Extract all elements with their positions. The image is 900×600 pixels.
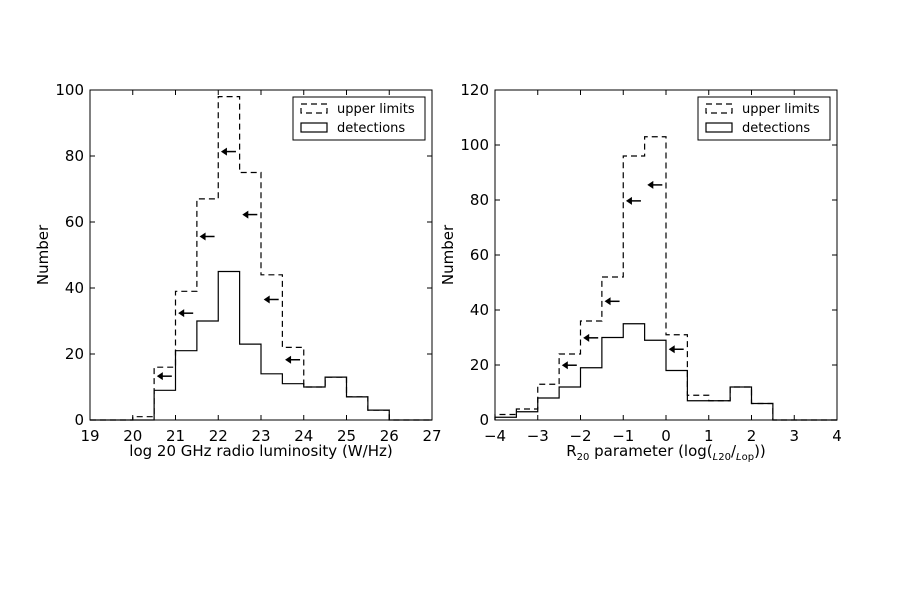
arrow-head: [583, 333, 590, 342]
legend-swatch: [300, 103, 328, 114]
upper-limit-arrow-icon: [604, 297, 620, 306]
x-tick-label: 27: [422, 427, 441, 445]
upper-limit-arrow-icon: [285, 355, 301, 364]
x-tick-label: 1: [704, 427, 714, 445]
arrow-head: [242, 210, 249, 219]
arrow-head: [647, 180, 654, 189]
upper-limit-arrow-icon: [668, 345, 684, 354]
x-tick-label: −2: [569, 427, 591, 445]
y-tick-label: 0: [479, 411, 489, 429]
x-tick-label: 22: [209, 427, 228, 445]
x-axis-label-part: op: [742, 452, 754, 463]
x-axis-label-part: )): [754, 442, 766, 460]
upper-limit-arrow-icon: [178, 309, 194, 318]
legend-swatch: [300, 122, 328, 133]
y-tick-label: 80: [470, 191, 489, 209]
y-axis-label: Number: [439, 224, 457, 285]
x-tick-label: 26: [380, 427, 399, 445]
upper-limit-arrow-icon: [647, 180, 663, 189]
upper-limit-arrow-icon: [156, 372, 172, 381]
upper-limit-arrow-icon: [583, 333, 599, 342]
x-tick-label: 25: [337, 427, 356, 445]
legend-label: detections: [337, 121, 405, 136]
legend-swatch: [705, 103, 733, 114]
arrow-head: [263, 295, 270, 304]
legend-swatch: [705, 122, 733, 133]
y-tick-label: 60: [470, 246, 489, 264]
x-axis-label-part: R: [566, 442, 576, 460]
x-tick-label: 4: [832, 427, 842, 445]
y-tick-label: 40: [65, 279, 84, 297]
y-tick-label: 0: [74, 411, 84, 429]
x-axis-label: R20 parameter (log(L20/Lop)): [566, 442, 766, 463]
y-tick-label: 80: [65, 147, 84, 165]
arrow-head: [604, 297, 611, 306]
x-axis-label: log 20 GHz radio luminosity (W/Hz): [129, 442, 392, 460]
x-axis-label-part: /: [731, 442, 737, 460]
x-tick-label: 19: [80, 427, 99, 445]
upper-limit-arrow-icon: [561, 361, 577, 370]
x-tick-label: 0: [661, 427, 671, 445]
x-axis-label-part: 20: [577, 452, 590, 463]
x-tick-label: 3: [789, 427, 799, 445]
y-tick-label: 20: [65, 345, 84, 363]
y-axis-label: Number: [34, 224, 52, 285]
detections-histogram-line: [90, 270, 432, 421]
arrow-head: [178, 309, 185, 318]
arrow-head: [199, 232, 206, 241]
x-tick-label: 2: [747, 427, 757, 445]
arrow-head: [668, 345, 675, 354]
arrow-head: [285, 355, 292, 364]
x-axis-label-part: L: [713, 452, 719, 463]
legend: upper limits detections: [292, 96, 426, 141]
x-tick-label: 21: [166, 427, 185, 445]
legend-label: upper limits: [742, 102, 820, 117]
upper-limit-arrow-icon: [220, 147, 236, 156]
y-tick-label: 60: [65, 213, 84, 231]
upper-limit-arrow-icon: [199, 232, 215, 241]
arrow-head: [625, 196, 632, 205]
y-tick-label: 100: [55, 81, 84, 99]
x-axis-label-part: parameter (log(: [589, 442, 712, 460]
upper-limit-arrow-icon: [625, 196, 641, 205]
upper-limit-arrow-icon: [263, 295, 279, 304]
legend-label: upper limits: [337, 102, 415, 117]
luminosity-histogram-panel: 19 20 21 22 23 24 25 26 27 0 20 40 60 80 100 log 20 GHz…: [34, 81, 442, 460]
y-tick-label: 20: [470, 356, 489, 374]
x-axis-label-part: 20: [718, 452, 731, 463]
upper-limit-arrow-icon: [242, 210, 258, 219]
arrow-head: [561, 361, 568, 370]
x-tick-label: −3: [527, 427, 549, 445]
x-tick-label: 24: [294, 427, 313, 445]
y-tick-label: 120: [460, 81, 489, 99]
y-tick-label: 100: [460, 136, 489, 154]
x-tick-label: 23: [251, 427, 270, 445]
x-tick-label: 20: [123, 427, 142, 445]
x-tick-label: −4: [484, 427, 506, 445]
y-tick-label: 40: [470, 301, 489, 319]
detections-histogram-line: [494, 323, 837, 421]
legend: upper limits detections: [697, 96, 831, 141]
arrow-head: [156, 372, 163, 381]
arrow-head: [220, 147, 227, 156]
x-axis-label-part: L: [736, 452, 742, 463]
x-tick-label: −1: [612, 427, 634, 445]
legend-label: detections: [742, 121, 810, 136]
